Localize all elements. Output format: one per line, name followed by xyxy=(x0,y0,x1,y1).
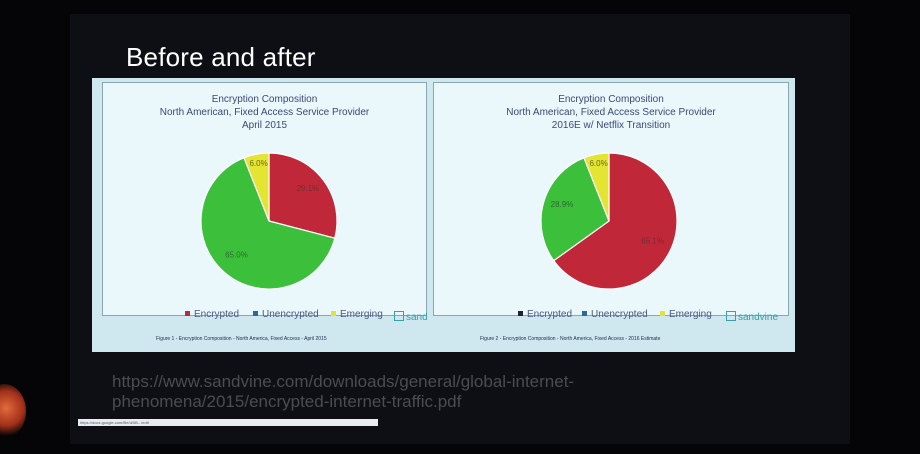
pie-slice-encrypted xyxy=(552,152,678,290)
pie-chart: 65.1% 28.9% 6.0% xyxy=(540,152,678,290)
logo-text: sand xyxy=(406,312,428,323)
pie-chart: 29.1% 65.0% 6.0% xyxy=(200,152,338,290)
sandvine-logo-icon xyxy=(394,311,404,322)
pie-slice-unencrypted xyxy=(540,157,610,262)
pie-slice-label: 6.0% xyxy=(249,159,267,168)
chart-date-line: April 2015 xyxy=(241,120,288,131)
pie-slice-emerging xyxy=(583,152,610,222)
legend-label: Emerging xyxy=(669,309,712,320)
pie-slice-encrypted xyxy=(268,152,338,239)
legend-item-encrypted: Encrypted xyxy=(518,309,572,320)
legend-swatch xyxy=(660,310,665,316)
figure-caption: Figure 1 - Encryption Composition - Nort… xyxy=(156,336,327,342)
slide-figure-area: Encryption Composition North American, F… xyxy=(92,78,795,352)
chart-panel-2015: Encryption Composition North American, F… xyxy=(102,82,427,320)
chart-title: Encryption Composition North American, F… xyxy=(434,93,788,132)
source-url[interactable]: https://www.sandvine.com/downloads/gener… xyxy=(112,372,672,412)
legend-label: Unencrypted xyxy=(262,309,319,320)
source-url-line[interactable]: https://www.sandvine.com/downloads/gener… xyxy=(112,372,575,391)
legend-item-encrypted: Encrypted xyxy=(185,309,239,320)
legend-item-emerging: Emerging xyxy=(331,309,383,320)
legend-swatch xyxy=(253,310,258,316)
chart-title-line: Encryption Composition xyxy=(558,94,664,105)
pie-slice-label: 28.9% xyxy=(551,200,574,209)
chart-title-line: Encryption Composition xyxy=(211,94,318,105)
legend-item-emerging: Emerging xyxy=(660,309,712,320)
pie-slice-label: 29.1% xyxy=(296,184,319,193)
logo-text: sandvine xyxy=(738,312,779,323)
legend-swatch xyxy=(185,310,190,316)
source-url-line[interactable]: phenomena/2015/encrypted-internet-traffi… xyxy=(112,392,462,411)
pie-slice-unencrypted xyxy=(200,156,336,290)
legend-label: Unencrypted xyxy=(591,309,648,320)
chart-subtitle-line: North American, Fixed Access Service Pro… xyxy=(159,107,370,118)
legend-item-unencrypted: Unencrypted xyxy=(582,309,648,320)
pie-slice-label: 65.1% xyxy=(641,236,664,245)
sandvine-logo: sand xyxy=(394,311,428,323)
chart-panel-2016: Encryption Composition North American, F… xyxy=(433,82,789,320)
browser-status-bar: https://docs.google.com/file/d/0B.../edi… xyxy=(78,419,378,426)
pie-slice-emerging xyxy=(243,152,270,222)
legend-swatch xyxy=(518,310,523,316)
sandvine-logo: sandvine xyxy=(726,311,779,323)
slide-title: Before and after xyxy=(126,42,316,72)
chart-subtitle-line: North American, Fixed Access Service Pro… xyxy=(506,107,716,118)
legend-swatch xyxy=(582,310,587,316)
pie-slice-label: 65.0% xyxy=(225,251,248,260)
chart-date-line: 2016E w/ Netflix Transition xyxy=(551,120,671,131)
legend-label: Encrypted xyxy=(194,309,240,320)
projector-glare xyxy=(0,384,26,438)
sandvine-logo-icon xyxy=(726,311,736,322)
legend-label: Encrypted xyxy=(527,309,573,320)
legend-item-unencrypted: Unencrypted xyxy=(253,309,319,320)
legend-swatch xyxy=(331,310,336,316)
chart-title: Encryption Composition North American, F… xyxy=(103,93,426,132)
pie-slice-label: 6.0% xyxy=(589,159,607,168)
legend-label: Emerging xyxy=(340,309,383,320)
figure-caption: Figure 2 - Encryption Composition - Nort… xyxy=(480,336,661,342)
